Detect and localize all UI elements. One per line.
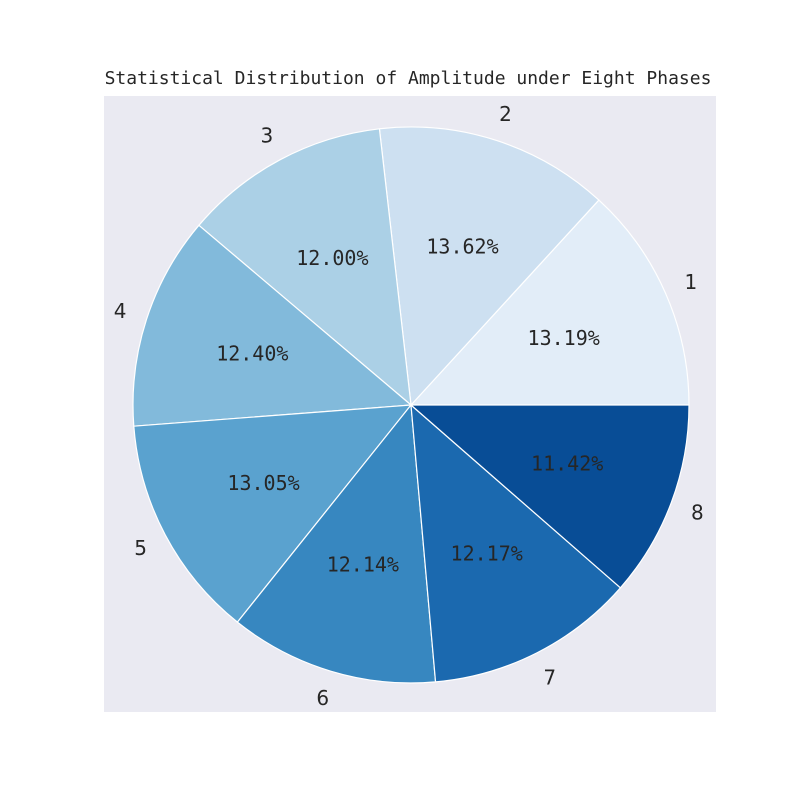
slice-label-4: 4 — [114, 299, 127, 323]
slice-value-label-3: 12.00% — [296, 246, 368, 270]
pie-slice-1 — [410, 199, 690, 406]
slice-value-label-1: 13.19% — [528, 326, 600, 350]
slice-label-2: 2 — [499, 102, 512, 126]
slice-label-5: 5 — [134, 536, 147, 560]
pie-slice-6 — [236, 404, 437, 684]
slice-label-1: 1 — [685, 270, 698, 294]
pie-slice-5 — [133, 404, 412, 623]
slice-value-label-2: 13.62% — [426, 234, 498, 258]
slice-value-label-7: 12.17% — [451, 542, 523, 566]
pie-slice-2 — [378, 126, 600, 406]
slice-value-label-5: 13.05% — [227, 471, 299, 495]
slice-label-3: 3 — [260, 123, 273, 147]
pie-slice-4 — [132, 224, 412, 427]
chart-title: Statistical Distribution of Amplitude un… — [104, 68, 712, 89]
slice-label-7: 7 — [543, 666, 556, 690]
plot-area: 1 2 3 4 5 6 7 8 13.19% 13.62% 12.00% 12.40% 13.05% 12… — [104, 96, 716, 712]
slice-value-label-4: 12.40% — [216, 342, 288, 366]
pie-slice-8 — [410, 404, 690, 589]
slice-label-6: 6 — [316, 686, 329, 710]
slice-label-8: 8 — [691, 500, 704, 524]
slice-value-label-8: 11.42% — [531, 452, 603, 476]
slice-value-label-6: 12.14% — [327, 553, 399, 577]
pie-slice-3 — [198, 128, 412, 406]
pie-slice-7 — [410, 404, 622, 683]
pie-chart: 1 2 3 4 5 6 7 8 13.19% 13.62% 12.00% 12.40% 13.05% 12… — [114, 102, 704, 710]
